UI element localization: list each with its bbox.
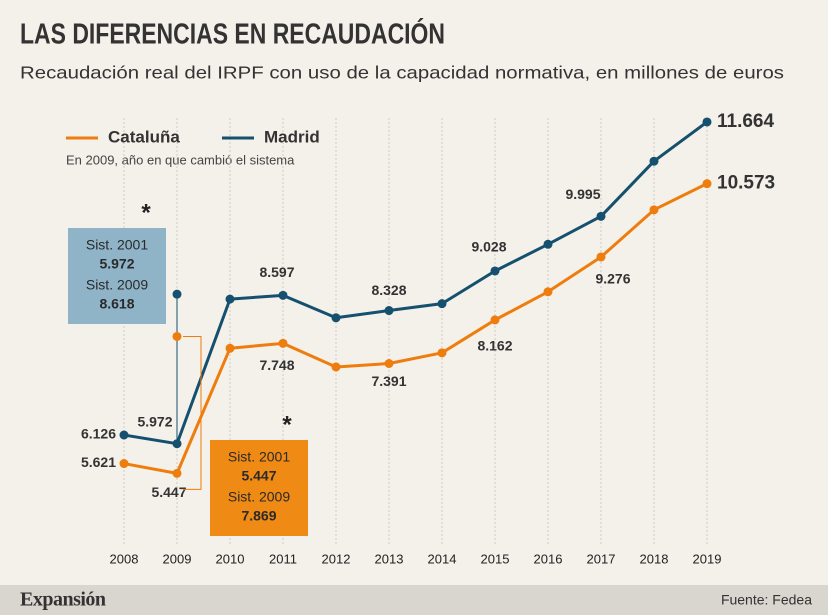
data-label: 8.597 xyxy=(259,264,294,280)
x-tick-label: 2014 xyxy=(428,551,457,566)
point xyxy=(437,299,447,309)
series-line xyxy=(123,120,708,446)
point xyxy=(649,205,659,215)
subtitle: Recaudación real del IRPF con uso de la … xyxy=(20,63,784,83)
annotation-value: 5.972 xyxy=(99,256,134,272)
x-tick-label: 2013 xyxy=(375,551,404,566)
x-tick-label: 2012 xyxy=(322,551,351,566)
x-tick-label: 2018 xyxy=(640,551,669,566)
data-label: 5.447 xyxy=(151,484,186,500)
annotation-label: Sist. 2001 xyxy=(228,449,290,465)
data-label: 11.664 xyxy=(717,111,774,132)
brand: Expansión xyxy=(20,589,106,611)
x-tick-label: 2008 xyxy=(110,551,139,566)
x-tick-label: 2017 xyxy=(587,551,616,566)
point xyxy=(278,338,288,348)
annotation-value: 7.869 xyxy=(241,508,276,524)
connector xyxy=(183,335,202,490)
data-label: 5.972 xyxy=(137,413,172,429)
data-label: 8.162 xyxy=(477,338,512,354)
x-tick-label: 2019 xyxy=(693,551,722,566)
annotation-value: 8.618 xyxy=(99,296,134,312)
annotation-box xyxy=(68,228,166,324)
point xyxy=(702,117,712,127)
annotation-label: Sist. 2001 xyxy=(86,237,148,253)
data-label: 8.328 xyxy=(371,282,406,298)
chart-title: LAS DIFERENCIAS EN RECAUDACIÓN xyxy=(20,17,445,51)
asterisk: * xyxy=(141,199,151,226)
data-label: 5.621 xyxy=(81,454,116,470)
annotation-value: 5.447 xyxy=(241,468,276,484)
point xyxy=(490,266,500,276)
point xyxy=(543,287,553,297)
point xyxy=(437,348,447,358)
annotation-point xyxy=(172,331,182,341)
asterisk: * xyxy=(282,411,292,438)
point xyxy=(331,313,341,323)
data-label: 6.126 xyxy=(81,426,116,442)
point xyxy=(172,468,182,478)
x-tick-label: 2010 xyxy=(216,551,245,566)
annotation-label: Sist. 2009 xyxy=(228,489,290,505)
data-label: 9.276 xyxy=(595,271,630,287)
x-tick-label: 2011 xyxy=(269,551,297,566)
note: En 2009, año en que cambió el sistema xyxy=(66,152,295,167)
footer-bar xyxy=(0,585,828,615)
series-line xyxy=(123,182,708,475)
point xyxy=(119,430,129,440)
x-tick-label: 2016 xyxy=(534,551,563,566)
source: Fuente: Fedea xyxy=(721,592,812,608)
data-label: 9.995 xyxy=(565,186,600,202)
point xyxy=(596,252,606,262)
data-label: 7.391 xyxy=(371,373,406,389)
annotation-box xyxy=(210,440,308,536)
data-label: 10.573 xyxy=(717,173,775,194)
data-label: 9.028 xyxy=(471,239,506,255)
point xyxy=(543,239,553,249)
annotation-label: Sist. 2009 xyxy=(86,277,148,293)
point xyxy=(331,362,341,372)
point xyxy=(649,156,659,166)
x-tick-label: 2015 xyxy=(481,551,510,566)
point xyxy=(278,290,288,300)
x-tick-label: 2009 xyxy=(163,551,192,566)
legend-label: Cataluña xyxy=(108,127,180,146)
point xyxy=(225,294,235,304)
point xyxy=(596,211,606,221)
point xyxy=(384,359,394,369)
annotation-point xyxy=(172,289,182,299)
point xyxy=(384,306,394,316)
point xyxy=(490,315,500,325)
point xyxy=(702,179,712,189)
point xyxy=(119,459,129,469)
data-label: 7.748 xyxy=(259,357,294,373)
legend-label: Madrid xyxy=(264,127,320,146)
point xyxy=(225,343,235,353)
